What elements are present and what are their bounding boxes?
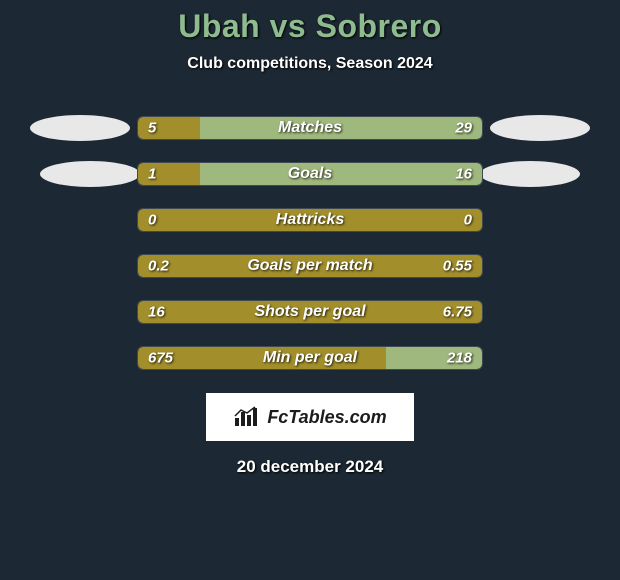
- stat-value-left: 0: [148, 212, 156, 229]
- stat-row: Matches 5 29: [20, 105, 600, 151]
- stat-value-left: 5: [148, 120, 156, 137]
- subtitle: Club competitions, Season 2024: [0, 55, 620, 73]
- stat-row: Min per goal 675 218: [20, 335, 600, 381]
- stat-bar: Shots per goal 16 6.75: [137, 300, 483, 324]
- stat-value-left: 16: [148, 304, 165, 321]
- stat-value-left: 675: [148, 350, 173, 367]
- player-badge-left: [30, 115, 130, 141]
- stat-row: Shots per goal 16 6.75: [20, 289, 600, 335]
- stat-bar: Min per goal 675 218: [137, 346, 483, 370]
- stat-bar: Hattricks 0 0: [137, 208, 483, 232]
- stat-label: Min per goal: [263, 349, 357, 367]
- bar-fill-right: [200, 163, 482, 185]
- stat-value-right: 6.75: [443, 304, 472, 321]
- stat-bar: Goals per match 0.2 0.55: [137, 254, 483, 278]
- stat-label: Hattricks: [276, 211, 344, 229]
- player-badge-left: [40, 161, 140, 187]
- stat-value-right: 0.55: [443, 258, 472, 275]
- stat-value-left: 0.2: [148, 258, 169, 275]
- chart-icon: [233, 406, 261, 428]
- page-title: Ubah vs Sobrero: [0, 8, 620, 45]
- stats-area: Matches 5 29 Goals 1 16 Hattricks 0 0 Goals per m…: [0, 105, 620, 381]
- stat-value-right: 0: [464, 212, 472, 229]
- logo-box[interactable]: FcTables.com: [206, 393, 414, 441]
- stat-value-right: 218: [447, 350, 472, 367]
- main-container: Ubah vs Sobrero Club competitions, Seaso…: [0, 0, 620, 477]
- stat-row: Goals per match 0.2 0.55: [20, 243, 600, 289]
- stat-row: Hattricks 0 0: [20, 197, 600, 243]
- date-text: 20 december 2024: [0, 457, 620, 477]
- stat-bar: Goals 1 16: [137, 162, 483, 186]
- stat-label: Matches: [278, 119, 342, 137]
- stat-bar: Matches 5 29: [137, 116, 483, 140]
- logo-text: FcTables.com: [267, 407, 386, 428]
- stat-row: Goals 1 16: [20, 151, 600, 197]
- stat-label: Shots per goal: [254, 303, 365, 321]
- player-badge-right: [490, 115, 590, 141]
- stat-value-right: 16: [455, 166, 472, 183]
- player-badge-right: [480, 161, 580, 187]
- stat-value-right: 29: [455, 120, 472, 137]
- stat-value-left: 1: [148, 166, 156, 183]
- stat-label: Goals: [288, 165, 332, 183]
- stat-label: Goals per match: [247, 257, 372, 275]
